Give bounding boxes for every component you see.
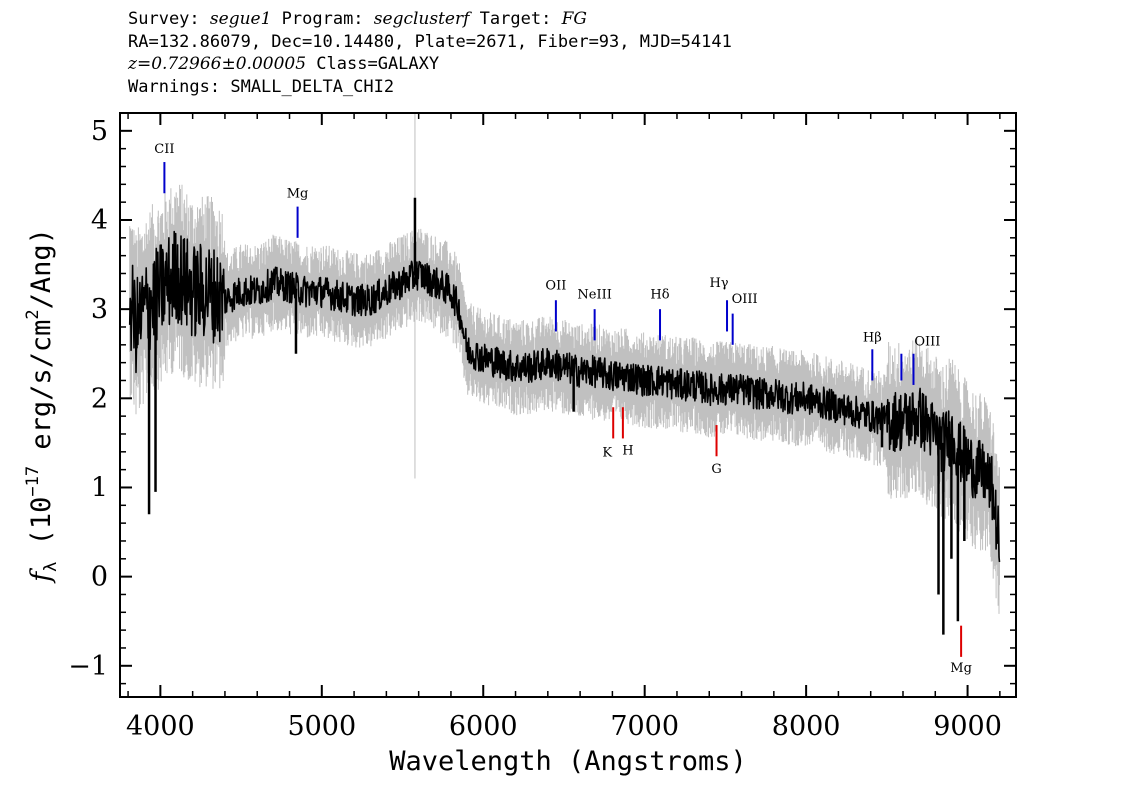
target-label: Target: bbox=[479, 9, 552, 29]
y-axis-units-b: erg/s/cm bbox=[26, 320, 57, 466]
line-marker-label: NeIII bbox=[577, 287, 611, 302]
y-tick-label: 3 bbox=[91, 294, 108, 325]
y-tick-label: 1 bbox=[91, 472, 108, 503]
y-axis-exp: −17 bbox=[23, 466, 43, 497]
x-tick-label: 8000 bbox=[772, 711, 841, 742]
redshift-value: z=0.72966±0.00005 bbox=[128, 54, 307, 74]
program-label: Program: bbox=[281, 9, 364, 29]
line-markers-layer: CII Mg OII NeIII Hδ Hγ OIII Hβ OIII K H G Mg bbox=[154, 142, 972, 676]
y-tick-label: −1 bbox=[68, 651, 108, 682]
header-line-coordinates: RA=132.86079, Dec=10.14480, Plate=2671, … bbox=[128, 31, 732, 52]
y-axis-units-a: (10 bbox=[26, 497, 57, 562]
program-value: segclusterf bbox=[373, 9, 470, 29]
line-marker-label: G bbox=[711, 462, 721, 477]
y-axis-sq: 2 bbox=[23, 309, 43, 319]
x-tick-label: 4000 bbox=[126, 711, 195, 742]
class-value: Class=GALAXY bbox=[316, 54, 440, 74]
line-marker-label: Hδ bbox=[650, 287, 669, 302]
header-line-survey: Survey: segue1 Program: segclusterf Targ… bbox=[128, 8, 732, 31]
y-axis-units-c: /Ang) bbox=[26, 228, 57, 309]
header-line-warnings: Warnings: SMALL_DELTA_CHI2 bbox=[128, 76, 395, 97]
x-tick-label: 9000 bbox=[933, 711, 1002, 742]
line-marker-label: Mg bbox=[950, 661, 972, 676]
y-tick-label: 4 bbox=[91, 205, 108, 236]
flux-layer bbox=[128, 197, 1001, 635]
y-tick-label: 5 bbox=[91, 116, 108, 147]
spectrum-header: Survey: segue1 Program: segclusterf Targ… bbox=[128, 8, 732, 98]
header-line-redshift: z=0.72966±0.00005 Class=GALAXY bbox=[128, 53, 732, 76]
line-marker-label: Hβ bbox=[863, 330, 882, 345]
survey-label: Survey: bbox=[128, 9, 200, 29]
line-marker-label: K bbox=[602, 445, 612, 460]
ticks-layer: 4000 5000 6000 7000 8000 9000 −1 0 1 2 3 4 5 bbox=[68, 113, 1016, 742]
survey-value: segue1 bbox=[209, 9, 272, 29]
line-marker-label: OIII bbox=[914, 335, 940, 350]
x-tick-label: 7000 bbox=[610, 711, 679, 742]
line-marker-label: OII bbox=[545, 279, 566, 294]
y-tick-label: 2 bbox=[91, 383, 108, 414]
line-marker-label: Mg bbox=[287, 187, 309, 202]
x-axis-title: Wavelength (Angstroms) bbox=[389, 746, 747, 777]
flux-line bbox=[128, 230, 1001, 563]
target-value: FG bbox=[561, 9, 587, 29]
y-axis-title: fλ (10−17 erg/s/cm2/Ang) bbox=[23, 228, 61, 584]
plot-frame bbox=[119, 112, 1017, 698]
line-marker-label: H bbox=[622, 443, 633, 458]
line-marker-label: Hγ bbox=[709, 276, 728, 291]
line-marker-label: OIII bbox=[732, 292, 758, 307]
y-axis-lambda-sub: λ bbox=[41, 562, 61, 572]
x-tick-label: 6000 bbox=[449, 711, 518, 742]
y-tick-label: 0 bbox=[91, 562, 108, 593]
noise-envelope bbox=[129, 184, 1000, 614]
x-tick-label: 5000 bbox=[287, 711, 356, 742]
line-marker-label: CII bbox=[154, 142, 174, 157]
